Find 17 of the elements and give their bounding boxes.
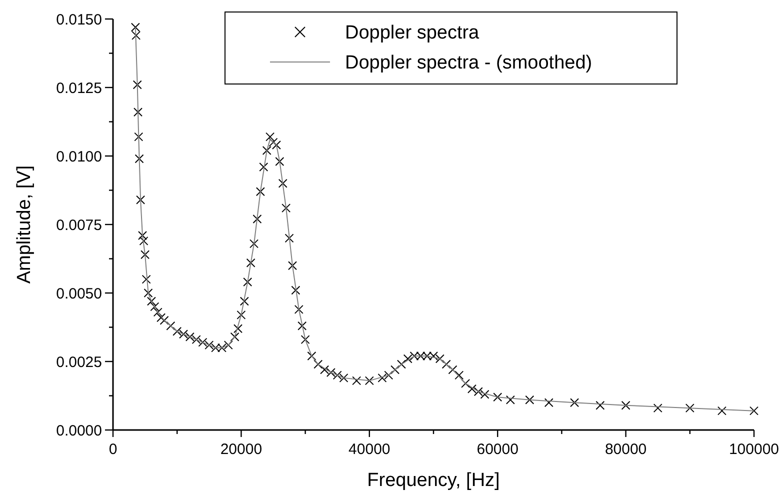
y-tick-label: 0.0125 bbox=[56, 80, 102, 97]
y-tick-label: 0.0075 bbox=[56, 216, 102, 234]
x-tick-label: 0 bbox=[108, 441, 118, 458]
x-axis-title: Frequency, [Hz] bbox=[367, 470, 500, 491]
y-tick-label: 0.0000 bbox=[56, 422, 102, 440]
x-tick-label: 80000 bbox=[604, 441, 647, 458]
legend-label: Doppler spectra bbox=[345, 22, 480, 44]
x-tick-label: 20000 bbox=[220, 441, 262, 458]
y-tick-label: 0.0150 bbox=[56, 11, 102, 28]
y-axis-title: Amplitude, [V] bbox=[14, 165, 35, 284]
legend-label: Doppler spectra - (smoothed) bbox=[345, 52, 592, 74]
x-tick-label: 60000 bbox=[476, 441, 518, 458]
y-tick-label: 0.0100 bbox=[56, 148, 102, 166]
y-tick-label: 0.0025 bbox=[56, 354, 102, 371]
y-tick-label: 0.0050 bbox=[56, 285, 102, 302]
x-tick-label: 40000 bbox=[348, 441, 390, 458]
x-tick-label: 100000 bbox=[728, 441, 780, 458]
